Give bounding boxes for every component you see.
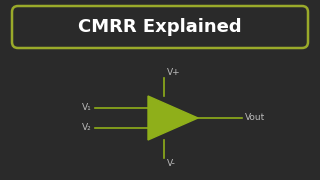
Text: V-: V- xyxy=(167,159,176,168)
FancyBboxPatch shape xyxy=(12,6,308,48)
Text: V₂: V₂ xyxy=(82,123,92,132)
Text: Vout: Vout xyxy=(245,114,265,123)
Text: CMRR Explained: CMRR Explained xyxy=(78,18,242,36)
Polygon shape xyxy=(148,96,198,140)
Text: V+: V+ xyxy=(167,68,180,77)
Text: V₁: V₁ xyxy=(82,103,92,112)
